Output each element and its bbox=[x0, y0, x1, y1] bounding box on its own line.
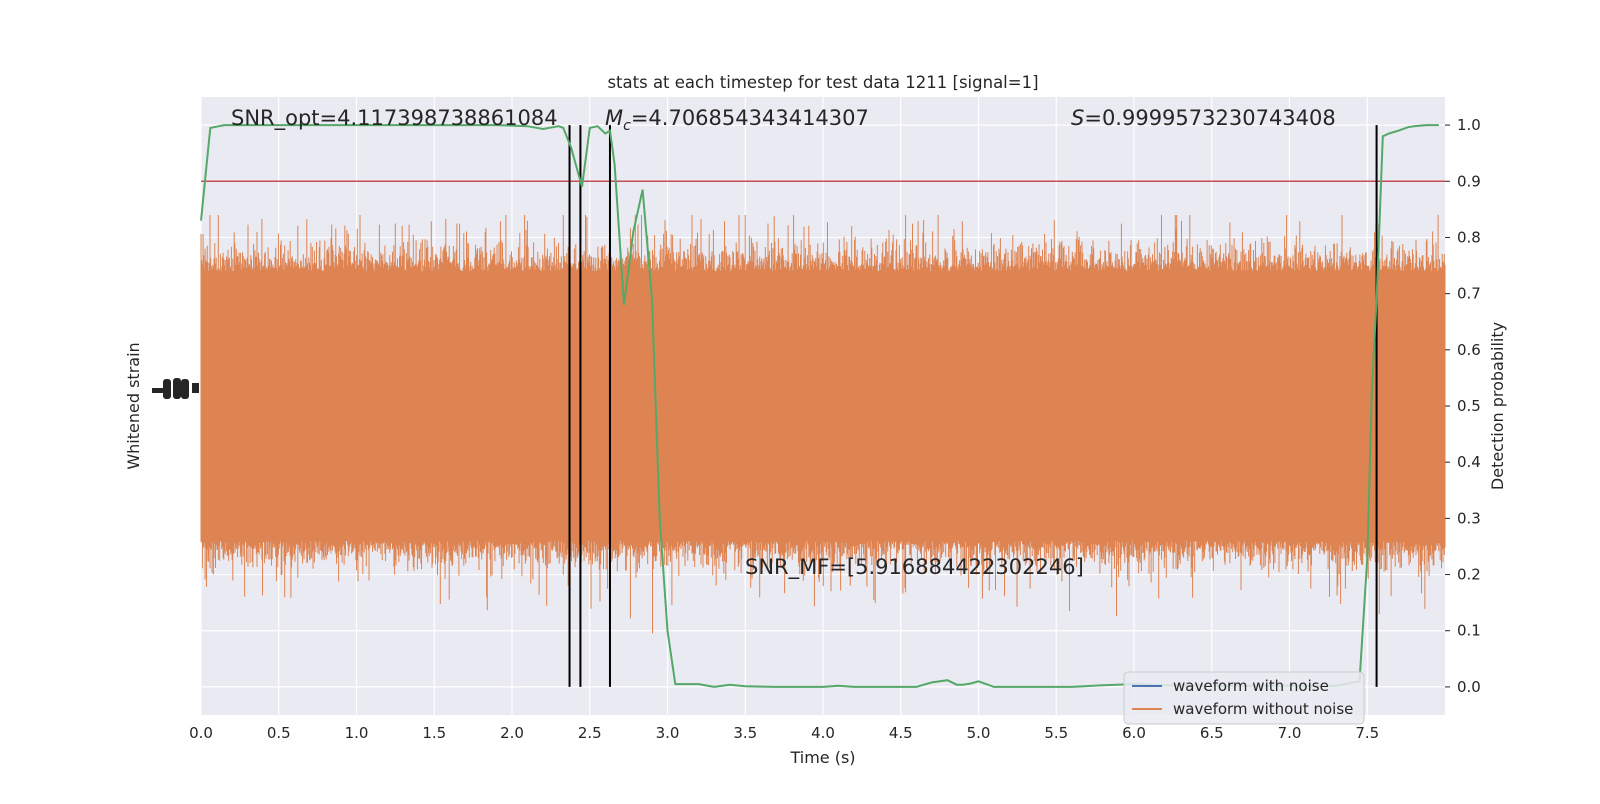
legend-label-noise: waveform with noise bbox=[1173, 677, 1329, 695]
chirp-mass-subscript: c bbox=[623, 118, 631, 134]
legend-box bbox=[1123, 671, 1365, 725]
x-tick-label: 1.5 bbox=[422, 724, 446, 742]
y-axis-ticks-right: 0.0 0.1 0.2 0.3 0.4 0.5 0.6 0.7 0.8 0.9 1.0 bbox=[1445, 116, 1481, 696]
x-tick-label: 7.5 bbox=[1355, 724, 1379, 742]
vertical-lines bbox=[568, 125, 1378, 687]
legend: waveform with noise waveform without noi… bbox=[1123, 671, 1365, 725]
x-tick-label: 6.0 bbox=[1122, 724, 1146, 742]
x-tick-label: 5.0 bbox=[967, 724, 991, 742]
chirp-mass-value: =4.706854343414307 bbox=[631, 106, 869, 130]
x-axis-label: Time (s) bbox=[789, 748, 855, 767]
x-tick-label: 5.5 bbox=[1044, 724, 1068, 742]
x-tick-label: 2.0 bbox=[500, 724, 524, 742]
y-tick-label: 0.9 bbox=[1457, 172, 1481, 190]
s-symbol: S bbox=[1071, 106, 1084, 130]
s-annotation: S=0.9999573230743408 bbox=[1071, 106, 1336, 130]
left-axis-tick-cluster bbox=[152, 378, 199, 399]
chirp-mass-annotation: Mc=4.706854343414307 bbox=[605, 106, 869, 134]
x-tick-label: 0.5 bbox=[267, 724, 291, 742]
waveform-without-noise-series bbox=[200, 215, 1446, 634]
snr-opt-annotation: SNR_opt=4.117398738861084 bbox=[231, 106, 558, 131]
x-tick-label: 3.5 bbox=[733, 724, 757, 742]
chirp-mass-symbol: M bbox=[605, 106, 623, 130]
legend-label-clean: waveform without noise bbox=[1173, 700, 1353, 718]
chart-title: stats at each timestep for test data 121… bbox=[607, 73, 1038, 92]
y-axis-label-left: Whitened strain bbox=[124, 342, 143, 469]
y-tick-label: 0.6 bbox=[1457, 341, 1481, 359]
x-tick-label: 1.0 bbox=[345, 724, 369, 742]
waveform-without-noise-line bbox=[200, 215, 1446, 634]
y-axis-label-right: Detection probability bbox=[1488, 322, 1507, 490]
x-tick-label: 4.5 bbox=[889, 724, 913, 742]
x-tick-label: 7.0 bbox=[1278, 724, 1302, 742]
y-tick-label: 0.3 bbox=[1457, 509, 1481, 527]
y-tick-label: 0.5 bbox=[1457, 397, 1481, 415]
y-tick-label: 0.4 bbox=[1457, 453, 1481, 471]
x-axis-ticks: 0.0 0.5 1.0 1.5 2.0 2.5 3.0 3.5 4.0 4.5 5.0 5.5 6.0 6… bbox=[189, 724, 1379, 742]
s-value: =0.9999573230743408 bbox=[1084, 106, 1335, 130]
y-tick-label: 1.0 bbox=[1457, 116, 1481, 134]
x-tick-label: 4.0 bbox=[811, 724, 835, 742]
y-tick-label: 0.0 bbox=[1457, 678, 1481, 696]
x-tick-label: 3.0 bbox=[656, 724, 680, 742]
y-tick-label: 0.2 bbox=[1457, 566, 1481, 584]
x-tick-label: 6.5 bbox=[1200, 724, 1224, 742]
x-tick-label: 2.5 bbox=[578, 724, 602, 742]
snr-mf-annotation: SNR_MF=[5.916884422302246] bbox=[745, 555, 1084, 580]
x-tick-label: 0.0 bbox=[189, 724, 213, 742]
y-tick-label: 0.8 bbox=[1457, 228, 1481, 246]
y-tick-label: 0.1 bbox=[1457, 622, 1481, 640]
y-tick-label: 0.7 bbox=[1457, 285, 1481, 303]
